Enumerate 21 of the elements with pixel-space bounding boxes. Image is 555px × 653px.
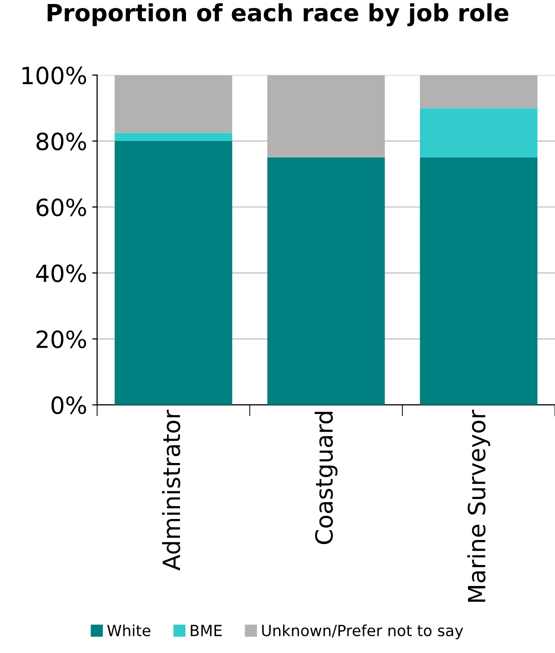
x-tick-label: Coastguard <box>314 412 338 544</box>
y-tick-label: 0% <box>52 396 86 414</box>
bar <box>420 158 538 405</box>
bar <box>420 108 538 158</box>
legend-label: BME <box>190 624 222 636</box>
y-tick-label: 60% <box>36 198 86 216</box>
y-tick-label: 100% <box>22 66 86 84</box>
legend-label: White <box>107 624 150 636</box>
bar <box>267 158 385 405</box>
bar <box>114 141 232 405</box>
chart-title: Proportion of each race by job role <box>48 3 508 26</box>
x-tick-label: Administrator <box>162 410 180 570</box>
y-tick-label: 40% <box>36 264 86 282</box>
x-tick-label: Marine Surveyor <box>467 410 490 602</box>
y-tick-label: 20% <box>36 330 86 348</box>
bar <box>114 132 232 142</box>
bar <box>114 75 232 133</box>
y-tick-label: 80% <box>36 132 86 150</box>
legend-label: Unknown/Prefer not to say <box>262 624 464 640</box>
bar <box>267 75 385 158</box>
bar <box>420 75 538 108</box>
